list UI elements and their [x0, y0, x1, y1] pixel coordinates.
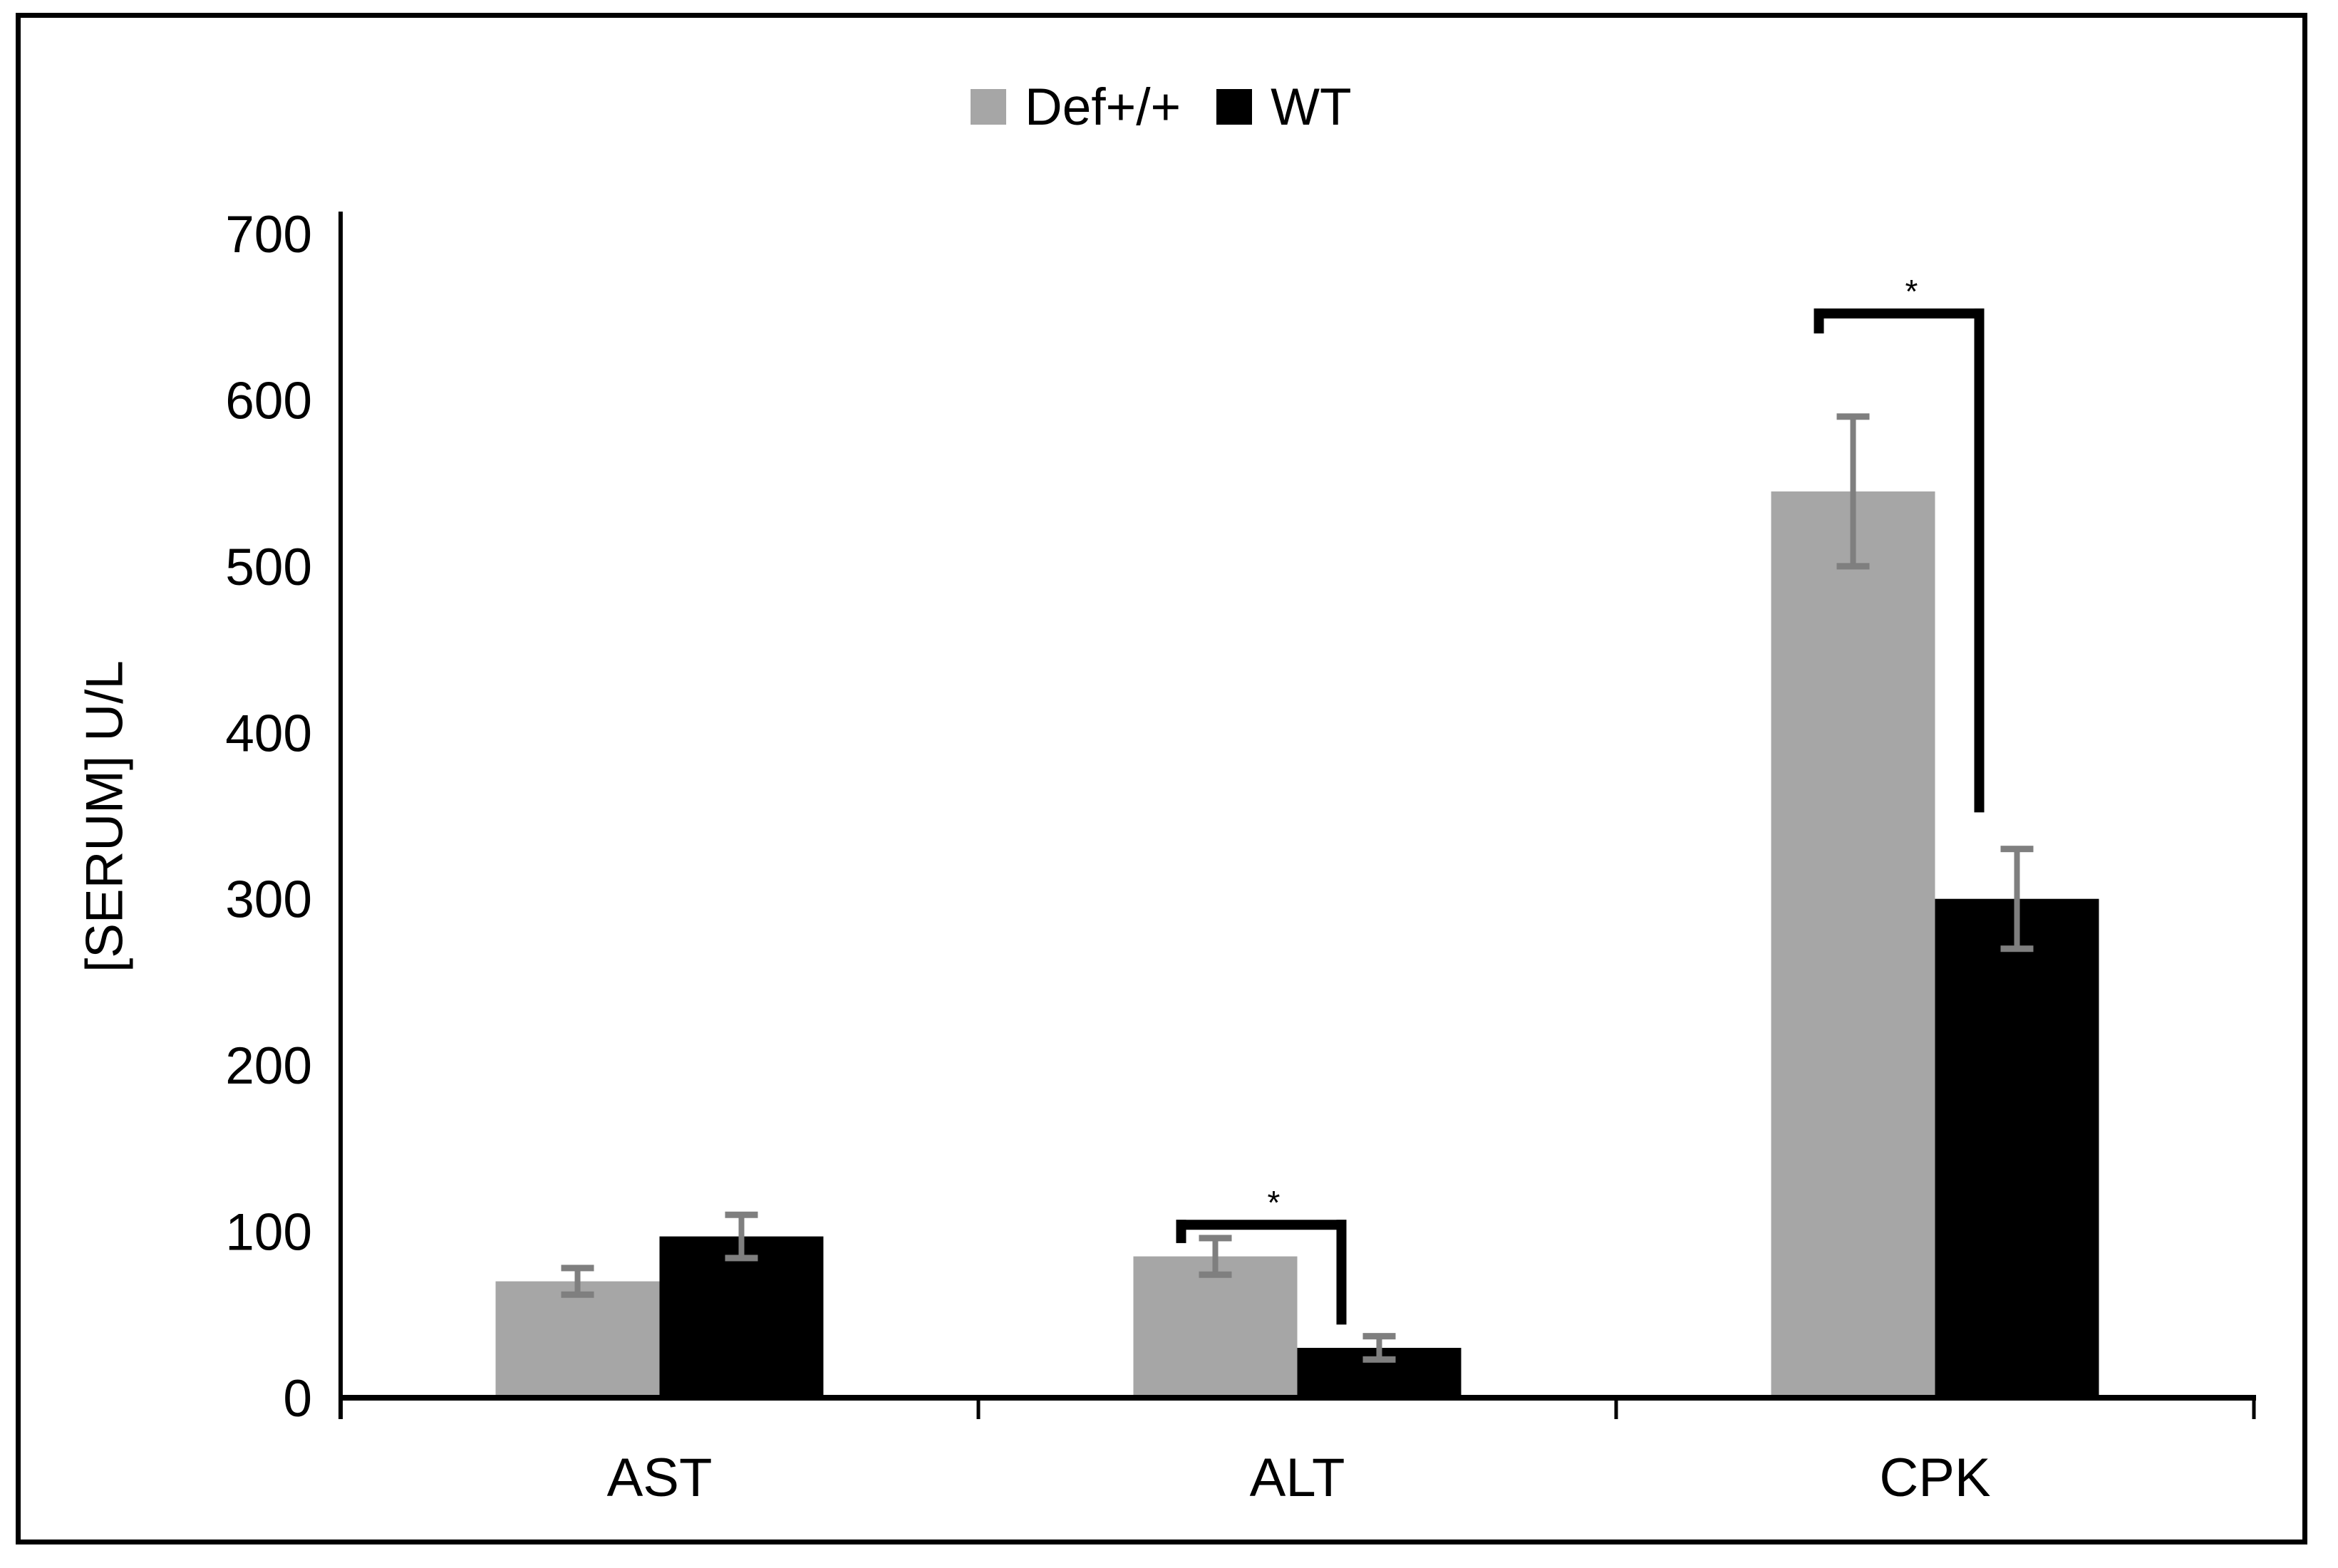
y-tick-label-400: 400 [225, 705, 312, 762]
x-axis-tick [1614, 1398, 1618, 1419]
sig-bracket-bar-ALT [1176, 1220, 1347, 1230]
x-category-label-ALT: ALT [1250, 1448, 1345, 1508]
bar-AST-WT [659, 1236, 824, 1398]
error-bar-cap-bottom [1199, 1271, 1232, 1278]
y-tick-label-0: 0 [283, 1370, 312, 1428]
legend-swatch-icon [1216, 89, 1253, 125]
x-axis-tick [976, 1398, 981, 1419]
error-bar-cap-top [561, 1265, 594, 1272]
legend-item-WT: WT [1216, 81, 1352, 133]
y-tick-label-700: 700 [225, 206, 312, 264]
legend-label: WT [1271, 78, 1352, 136]
error-bar-cap-bottom [2000, 945, 2034, 952]
error-bar-cap-bottom [1836, 563, 1870, 570]
error-bar-AST-WT [738, 1215, 745, 1258]
sig-label-ALT: * [1268, 1184, 1281, 1221]
error-bar-cap-top [1836, 413, 1870, 420]
y-axis-line [338, 212, 343, 1419]
bar-AST-Def+/+ [495, 1281, 660, 1398]
legend-label: Def+/+ [1025, 78, 1181, 136]
error-bar-cap-bottom [1362, 1356, 1396, 1363]
y-tick-label-300: 300 [225, 871, 312, 929]
x-axis-line [338, 1395, 2256, 1401]
sig-bracket-right-arm-CPK [1974, 308, 1985, 813]
figure-border [16, 13, 2307, 1544]
sig-bracket-right-arm-ALT [1336, 1220, 1347, 1325]
error-bar-cap-bottom [725, 1255, 758, 1262]
sig-bracket-left-stub-ALT [1176, 1220, 1186, 1243]
bar-CPK-Def+/+ [1771, 491, 1935, 1398]
error-bar-cap-top [1199, 1235, 1232, 1242]
x-axis-tick [2252, 1398, 2256, 1419]
y-tick-label-200: 200 [225, 1037, 312, 1095]
y-tick-label-100: 100 [225, 1204, 312, 1262]
y-tick-label-600: 600 [225, 372, 312, 430]
error-bar-ALT-Def+/+ [1212, 1237, 1219, 1275]
sig-label-CPK: * [1905, 273, 1918, 310]
sig-bracket-bar-CPK [1814, 308, 1985, 319]
x-category-label-AST: AST [607, 1448, 713, 1508]
error-bar-cap-top [2000, 846, 2034, 853]
legend: Def+/+ WT [971, 80, 1352, 134]
error-bar-AST-Def+/+ [574, 1267, 581, 1295]
error-bar-cap-top [1362, 1333, 1396, 1340]
y-tick-label-500: 500 [225, 539, 312, 596]
bar-ALT-Def+/+ [1133, 1256, 1298, 1398]
y-axis-title: [SERUM] U/L [76, 660, 134, 973]
legend-swatch-icon [971, 89, 1006, 125]
legend-item-Def+/+: Def+/+ [971, 81, 1181, 133]
error-bar-ALT-WT [1376, 1336, 1382, 1360]
error-bar-CPK-Def+/+ [1850, 416, 1856, 566]
sig-bracket-left-stub-CPK [1814, 308, 1824, 334]
error-bar-cap-bottom [561, 1291, 594, 1298]
error-bar-cap-top [725, 1211, 758, 1218]
bar-CPK-WT [1935, 898, 2099, 1398]
x-category-label-CPK: CPK [1879, 1448, 1990, 1508]
error-bar-CPK-WT [2014, 848, 2020, 949]
